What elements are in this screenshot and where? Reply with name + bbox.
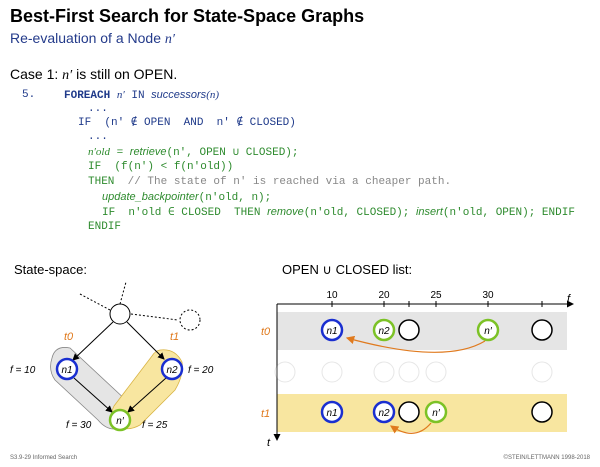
t0-node-nprime-label: n′: [484, 326, 493, 337]
node-n2: [160, 357, 184, 381]
code-endif-line: ENDIF: [88, 221, 122, 233]
state-space-diagram: n1 n2 n′ t0 t1 f = 10 f = 20 f = 30 f = …: [10, 281, 214, 432]
edge-n2-nprime: [127, 377, 167, 413]
code-foreach-line: FOREACH n′ IN successors(n): [64, 88, 219, 103]
t0-node-empty: [398, 319, 420, 341]
code-successors-arg: (n): [206, 89, 220, 101]
code-retrieve-args: (n′, OPEN ∪ CLOSED);: [166, 147, 299, 159]
row-t1-band: [277, 394, 567, 432]
dotted-edge-left: [79, 293, 111, 311]
code-update-fn: update_backpointer: [102, 191, 199, 203]
label-t1: t1: [170, 331, 179, 343]
axis-f-label: f: [567, 293, 571, 305]
label-f20: f = 20: [188, 365, 214, 376]
state-space-label: State-space:: [14, 262, 87, 277]
code-equals: =: [109, 147, 130, 159]
code-retrieve-fn: retrieve: [129, 146, 167, 158]
label-f10: f = 10: [10, 365, 36, 376]
code-foreach-var: n′: [116, 89, 125, 101]
code-nold-var: n′old: [88, 146, 110, 158]
label-t0: t0: [64, 331, 74, 343]
t1-node-n2-label: n2: [378, 408, 390, 419]
t1-node-end: [531, 401, 553, 423]
code-foreach-kw: FOREACH: [64, 90, 111, 102]
t0-node-nprime: [476, 318, 500, 342]
row-t0-band: [277, 312, 567, 350]
footer-right: ©STEIN/LETTMANN 1998-2018: [503, 455, 590, 461]
code-if-open-closed: IF (n′ ∉ OPEN AND n′ ∉ CLOSED): [78, 117, 296, 129]
code-update-line: update_backpointer(n′old, n);: [102, 190, 271, 205]
t1-node-empty: [398, 401, 420, 423]
code-then-line: THEN // The state of n′ is reached via a…: [88, 175, 451, 189]
case-suffix: is still on OPEN.: [72, 66, 178, 82]
label-f30: f = 30: [66, 420, 92, 431]
code-remove-fn: remove: [267, 206, 304, 218]
node-n2-label: n2: [166, 365, 178, 376]
axis-t-label: t: [267, 437, 271, 449]
node-n1-label: n1: [61, 365, 72, 376]
code-endif-inner: ENDIF: [541, 207, 575, 219]
edge-start-n2: [126, 321, 165, 360]
footer-left: S3.9-29 Informed Search: [10, 455, 78, 461]
code-update-args: (n′old, n);: [198, 192, 272, 204]
page-subtitle: Re-evaluation of a Node n′: [10, 30, 175, 48]
case-var: n′: [62, 68, 73, 83]
open-list-label: OPEN ∪ CLOSED list:: [282, 262, 413, 277]
t0-node-n2-label: n2: [378, 326, 390, 337]
t0-node-n1-label: n1: [326, 326, 337, 337]
subtitle-text: Re-evaluation of a Node: [10, 30, 165, 46]
row-label-t0: t0: [261, 326, 271, 338]
code-successors-fn: successors: [151, 89, 207, 101]
code-insert-fn: insert: [415, 206, 443, 218]
t0-reorder-arrow: [345, 335, 486, 353]
t1-node-n2: [372, 400, 396, 424]
tick-label-10: 10: [326, 290, 338, 301]
start-node: [109, 303, 131, 325]
subtitle-var: n′: [164, 32, 175, 47]
open-list-diagram: f t 10 20 25 30 t0 t1 n1 n2 n′ n1 n2 n′: [261, 290, 574, 449]
code-in-kw: IN: [131, 90, 145, 102]
dotted-edge-up: [119, 281, 127, 305]
dotted-node-right: [179, 309, 201, 331]
code-if-closed-line: IF n′old ∈ CLOSED THEN remove(n′old, CLO…: [102, 205, 575, 220]
t1-node-n1-label: n1: [326, 408, 337, 419]
page-title: Best-First Search for State-Space Graphs: [10, 6, 365, 26]
case-heading: Case 1: n′ is still on OPEN.: [10, 66, 177, 84]
dotted-edge-right: [130, 313, 179, 321]
code-then-kw: THEN: [88, 176, 115, 188]
row-label-t1: t1: [261, 408, 270, 420]
t1-move-arrow: [390, 422, 432, 434]
edge-start-n1: [72, 321, 114, 361]
node-nprime-label: n′: [116, 416, 125, 427]
tick-label-25: 25: [430, 290, 442, 301]
case-prefix: Case 1:: [10, 66, 63, 82]
t1-node-nprime-label: n′: [432, 408, 441, 419]
faded-row: [274, 361, 553, 383]
code-if-f-line: IF (f(n′) < f(n′old)): [88, 161, 234, 173]
t1-node-nprime: [424, 400, 448, 424]
code-retrieve-line: n′old = retrieve(n′, OPEN ∪ CLOSED);: [88, 145, 299, 160]
t0-node-end: [531, 319, 553, 341]
tick-label-20: 20: [378, 290, 390, 301]
t0-node-n1: [320, 318, 344, 342]
node-n1: [55, 357, 79, 381]
code-line-number: 5.: [22, 89, 36, 101]
t0-node-n2: [372, 318, 396, 342]
code-dots-2: ...: [88, 131, 108, 143]
node-nprime: [108, 408, 132, 432]
tick-label-30: 30: [482, 290, 494, 301]
code-remove-args: (n′old, CLOSED);: [303, 207, 410, 219]
edge-n1-nprime: [73, 377, 113, 413]
code-if-closed: IF n′old ∈ CLOSED THEN: [102, 207, 261, 219]
label-f25: f = 25: [142, 420, 168, 431]
code-dots-1: ...: [88, 103, 108, 115]
code-comment: // The state of n′ is reached via a chea…: [127, 176, 452, 188]
code-insert-args: (n′old, OPEN);: [442, 207, 536, 219]
t1-node-n1: [320, 400, 344, 424]
